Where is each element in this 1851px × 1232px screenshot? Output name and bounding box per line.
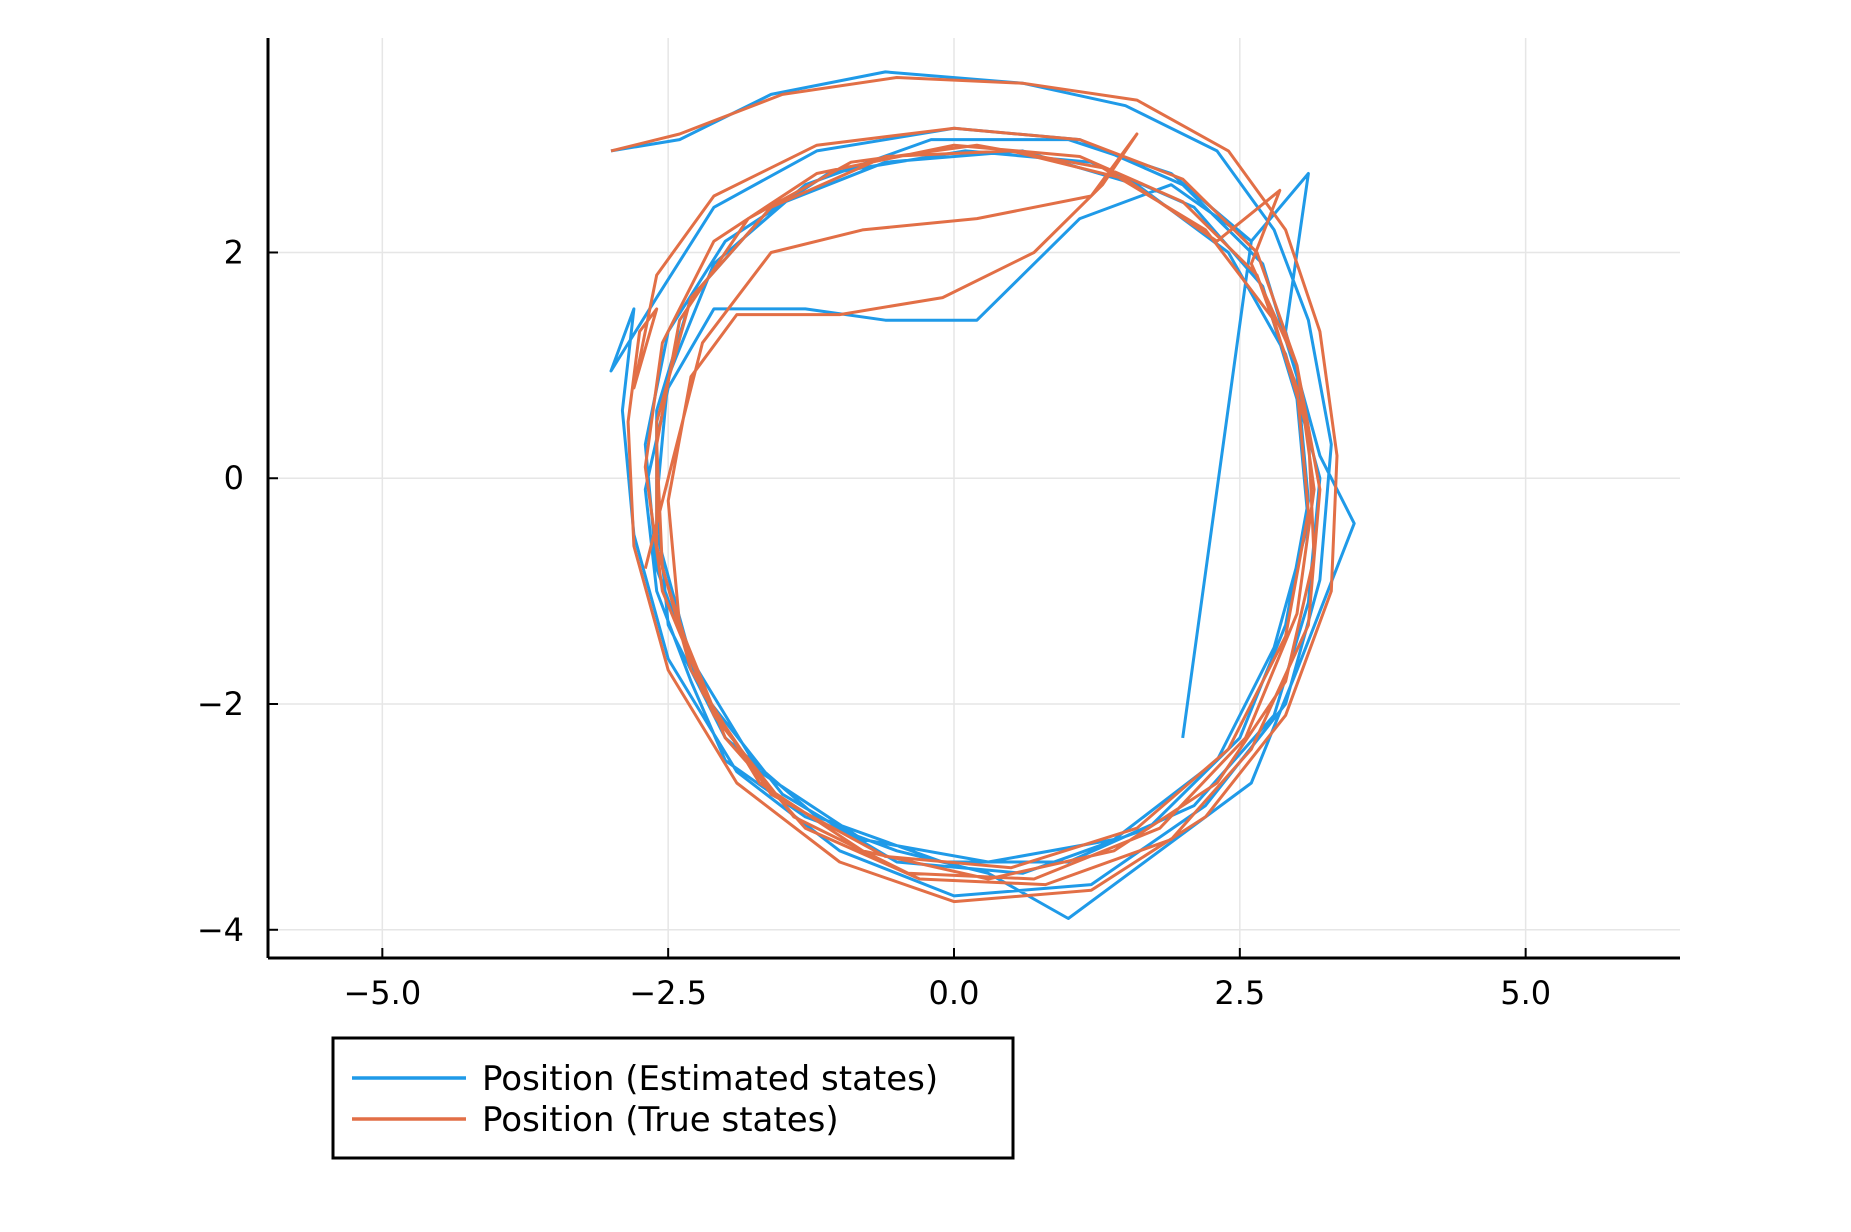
legend: Position (Estimated states) Position (Tr… (331, 1036, 1015, 1160)
axes (266, 38, 1680, 960)
tick-labels: −5.0 −2.5 0.0 2.5 5.0 −4 −2 0 2 (197, 233, 1551, 1012)
series-layer (609, 70, 1356, 920)
y-tick-label: 2 (224, 233, 244, 271)
series-line (610, 76, 1339, 904)
series-true (610, 76, 1339, 904)
x-tick-label: −5.0 (343, 974, 421, 1012)
grid-lines (268, 38, 1680, 958)
legend-label-true: Position (True states) (482, 1100, 839, 1140)
x-tick-label: 2.5 (1214, 974, 1265, 1012)
y-tick-label: −2 (197, 685, 244, 723)
y-tick-label: −4 (197, 911, 244, 949)
series-line (609, 70, 1356, 920)
legend-label-estimated: Position (Estimated states) (482, 1059, 938, 1099)
x-tick-label: −2.5 (629, 974, 707, 1012)
x-tick-label: 0.0 (929, 974, 980, 1012)
x-tick-label: 5.0 (1500, 974, 1551, 1012)
legend-box (331, 1036, 1015, 1160)
series-estimated (609, 70, 1356, 920)
y-tick-label: 0 (224, 459, 244, 497)
